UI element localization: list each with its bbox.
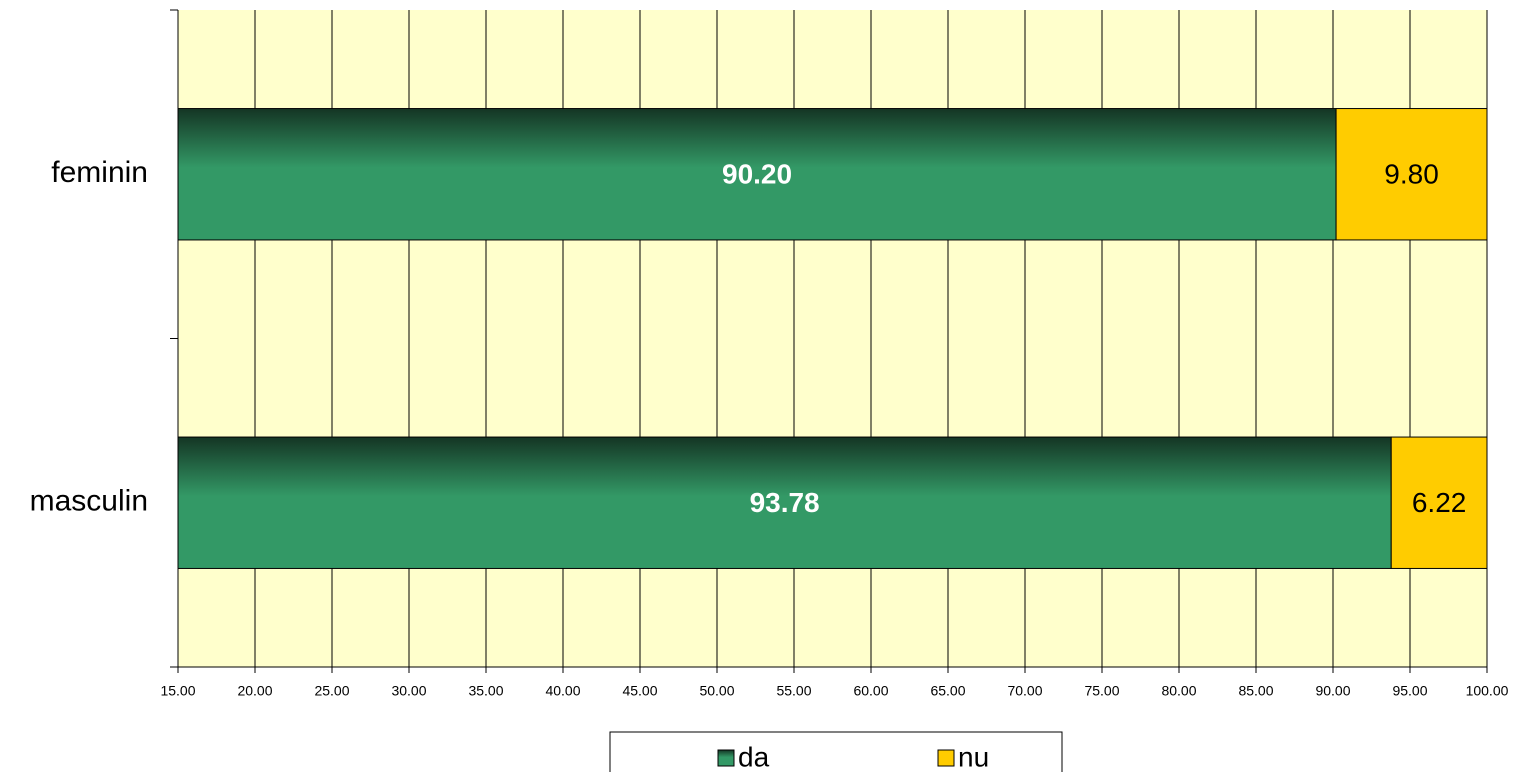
x-tick-label: 20.00	[237, 683, 272, 699]
bar-segment	[177, 108, 1337, 241]
x-tick-label: 40.00	[545, 683, 580, 699]
x-tick-label: 70.00	[1007, 683, 1042, 699]
x-tick-label: 90.00	[1315, 683, 1350, 699]
bar-segment	[1390, 436, 1488, 569]
x-tick-label: 75.00	[1084, 683, 1119, 699]
x-tick-label: 55.00	[776, 683, 811, 699]
x-tick-label: 25.00	[314, 683, 349, 699]
legend-swatch	[937, 749, 955, 767]
x-tick-label: 65.00	[930, 683, 965, 699]
category-label: masculin	[30, 485, 148, 518]
x-tick-label: 80.00	[1161, 683, 1196, 699]
data-label: 6.22	[1412, 487, 1467, 518]
legend-label: da	[738, 741, 770, 772]
x-tick-label: 35.00	[468, 683, 503, 699]
legend-swatch	[717, 749, 735, 767]
category-label: feminin	[51, 156, 148, 189]
data-label: 9.80	[1384, 159, 1439, 190]
x-tick-label: 45.00	[622, 683, 657, 699]
x-tick-label: 95.00	[1392, 683, 1427, 699]
x-tick-label: 15.00	[160, 683, 195, 699]
x-tick-label: 30.00	[391, 683, 426, 699]
data-label: 90.20	[722, 159, 792, 190]
x-tick-label: 60.00	[853, 683, 888, 699]
x-tick-label: 85.00	[1238, 683, 1273, 699]
data-label: 93.78	[750, 487, 820, 518]
legend-label: nu	[958, 741, 989, 772]
bar-segment	[1335, 108, 1488, 241]
legend-box	[609, 731, 1063, 772]
x-tick-label: 100.00	[1466, 683, 1509, 699]
x-tick-label: 50.00	[699, 683, 734, 699]
bar-segment	[177, 436, 1392, 569]
